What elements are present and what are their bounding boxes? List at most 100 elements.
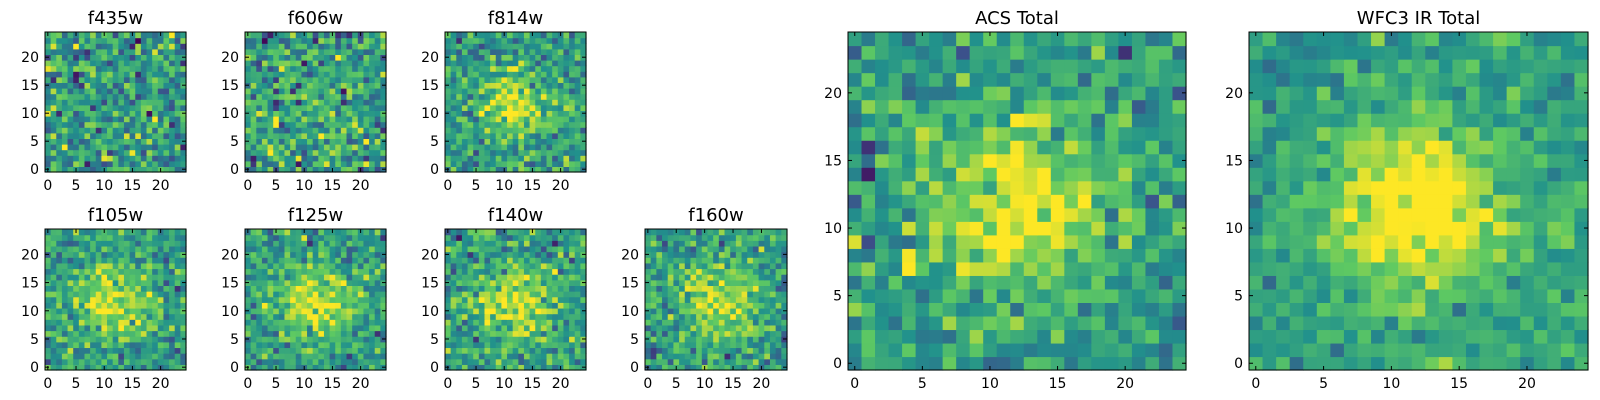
heatmap-cell <box>741 353 748 360</box>
heatmap-cell <box>523 93 531 100</box>
heatmap-cell <box>340 251 348 258</box>
heatmap-cell <box>73 54 80 61</box>
x-tick-label: 20 <box>152 178 170 194</box>
heatmap-cell <box>467 313 474 320</box>
heatmap-cell <box>323 160 331 167</box>
heatmap-cell <box>84 336 91 343</box>
heatmap-cell <box>118 104 125 111</box>
heatmap-cell <box>84 279 91 286</box>
heatmap-cell <box>146 65 153 72</box>
heatmap-cell <box>50 127 57 134</box>
heatmap-cell <box>518 336 525 343</box>
heatmap-cell <box>507 262 514 270</box>
heatmap-cell <box>45 60 52 67</box>
heatmap-cell <box>701 274 709 281</box>
heatmap-cell <box>146 262 153 270</box>
heatmap-cell <box>490 240 497 247</box>
heatmap-cell <box>346 149 353 156</box>
heatmap-cell <box>969 207 984 222</box>
heatmap-cell <box>335 144 342 151</box>
heatmap-cell <box>267 336 274 343</box>
heatmap-cell <box>84 245 91 253</box>
heatmap-cell <box>90 313 97 320</box>
heatmap-cell <box>56 234 63 241</box>
x-tick-label: 0 <box>443 178 452 194</box>
heatmap-cell <box>61 132 69 139</box>
heatmap-cell <box>169 116 176 123</box>
heatmap-cell <box>557 43 565 50</box>
heatmap-cell <box>169 149 176 156</box>
heatmap-cell <box>50 155 57 162</box>
heatmap-cell <box>250 132 257 139</box>
heatmap-cell <box>529 313 536 320</box>
heatmap-cell <box>461 341 469 349</box>
heatmap-cell <box>118 32 125 39</box>
heatmap-cell <box>1172 221 1187 236</box>
heatmap-cell <box>323 347 331 354</box>
heatmap-cell <box>340 116 348 123</box>
heatmap-cell <box>101 48 108 55</box>
heatmap-cell <box>718 313 726 320</box>
heatmap-cell <box>775 336 782 343</box>
heatmap-cell <box>523 347 531 354</box>
heatmap-cell <box>512 160 519 167</box>
heatmap-cell <box>112 48 119 55</box>
heatmap-cell <box>580 296 587 303</box>
heatmap-cell <box>718 347 726 354</box>
heatmap-cell <box>290 353 297 360</box>
heatmap-cell <box>352 257 359 264</box>
heatmap-cell <box>484 285 491 292</box>
heatmap-cell <box>284 76 291 83</box>
heatmap-cell <box>118 60 125 67</box>
heatmap-cell <box>563 364 570 371</box>
heatmap-cell <box>267 104 274 111</box>
heatmap-cell <box>340 166 348 173</box>
heatmap-cell <box>769 353 777 360</box>
heatmap-cell <box>1050 288 1065 303</box>
heatmap-cell <box>969 167 984 182</box>
heatmap-cell <box>295 279 302 286</box>
heatmap-cell <box>518 37 525 44</box>
heatmap-cell <box>495 307 502 315</box>
heatmap-cell <box>329 60 336 67</box>
heatmap-cell <box>146 279 153 286</box>
heatmap-cell <box>1077 167 1092 182</box>
heatmap-cell <box>284 364 291 371</box>
heatmap-cell <box>580 160 587 167</box>
heatmap-cell <box>307 88 314 95</box>
heatmap-cell <box>129 43 136 50</box>
heatmap-cell <box>775 229 782 236</box>
heatmap-cell <box>679 268 686 275</box>
heatmap-cell <box>1091 329 1106 344</box>
heatmap-cell <box>490 324 497 332</box>
heatmap-cell <box>146 166 153 173</box>
heatmap-cell <box>152 296 159 303</box>
heatmap-cell <box>284 48 291 55</box>
heatmap-cell <box>529 60 536 67</box>
heatmap-cell <box>267 251 274 258</box>
heatmap-cell <box>535 279 542 286</box>
heatmap-cell <box>501 313 508 320</box>
heatmap-cell <box>163 160 170 167</box>
heatmap-cell <box>456 291 463 298</box>
heatmap-cell <box>329 132 336 139</box>
heatmap-cell <box>78 93 86 100</box>
heatmap-cell <box>140 341 148 349</box>
heatmap-cell <box>574 132 581 139</box>
heatmap-cell <box>123 319 131 326</box>
heatmap-cell <box>250 93 257 100</box>
heatmap-cell <box>673 358 680 365</box>
x-tick-label: 0 <box>243 178 252 194</box>
heatmap-cell <box>135 37 142 44</box>
heatmap-cell <box>335 155 342 162</box>
heatmap-cell <box>529 160 536 167</box>
heatmap-cell <box>445 319 452 326</box>
heatmap-cell <box>456 279 463 286</box>
heatmap-cell <box>1064 167 1079 182</box>
heatmap-cell <box>112 229 119 236</box>
heatmap-cell <box>352 262 359 270</box>
heatmap-cell <box>713 347 720 354</box>
heatmap-cell <box>473 76 480 83</box>
heatmap-cell <box>380 296 387 303</box>
heatmap-cell <box>523 32 531 39</box>
